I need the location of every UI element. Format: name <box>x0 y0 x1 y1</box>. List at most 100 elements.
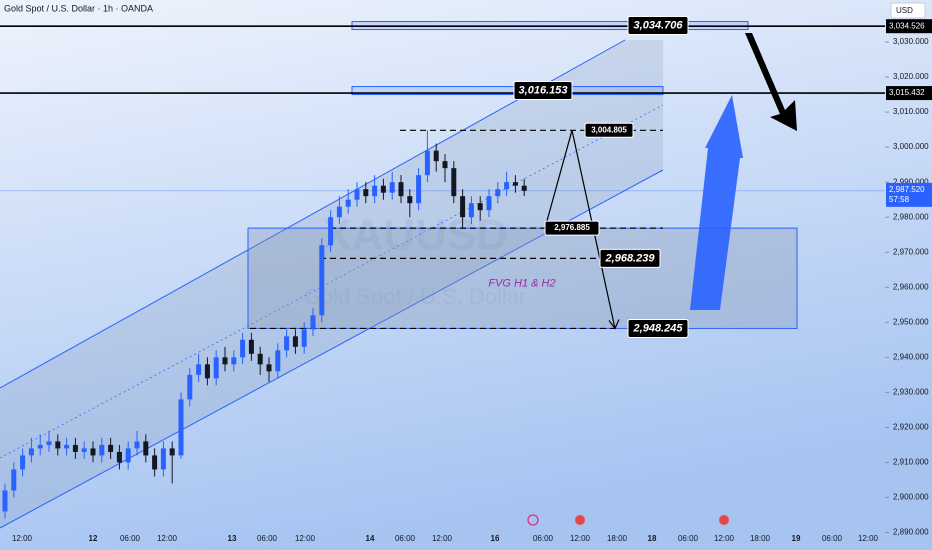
projection-arrowhead <box>608 319 620 330</box>
candle-body <box>345 199 351 207</box>
x-tick-label: 12:00 <box>432 534 453 543</box>
x-tick-label: 12:00 <box>157 534 178 543</box>
x-tick-label: 12:00 <box>858 534 879 543</box>
candle-body <box>424 150 430 176</box>
candle-body <box>521 185 527 191</box>
x-tick-label: 06:00 <box>257 534 278 543</box>
candle-body <box>328 217 334 246</box>
candle-body <box>99 444 105 456</box>
channel-mid <box>0 104 664 459</box>
candle-body <box>240 339 246 358</box>
candle-body <box>319 245 325 316</box>
y-tick-label: 2,920.000 <box>893 422 929 431</box>
level-label-box <box>599 248 661 268</box>
y-tick-label: 3,020.000 <box>893 72 929 81</box>
x-tick-label: 18:00 <box>750 534 771 543</box>
level-label: 2,948.245 <box>633 322 684 334</box>
level-label-box <box>627 16 689 36</box>
candle-body <box>292 336 298 347</box>
candle-body <box>134 441 140 449</box>
candle-body <box>477 203 483 211</box>
y-tick-label: 2,950.000 <box>893 317 929 326</box>
x-tick-label: 12:00 <box>570 534 591 543</box>
y-tick-label: 2,970.000 <box>893 247 929 256</box>
candle-body <box>363 189 369 197</box>
level-label-box <box>584 122 634 138</box>
currency[interactable]: USD <box>896 6 913 15</box>
watermark-symbol: XAUUSD <box>322 211 508 260</box>
bullish-arrow <box>690 95 743 310</box>
x-tick-label: 14 <box>366 534 375 543</box>
candle-body <box>451 168 457 197</box>
x-tick-label: 12:00 <box>295 534 316 543</box>
candle-body <box>257 353 263 365</box>
candle-body <box>81 448 87 452</box>
candle-body <box>442 161 448 169</box>
y-tick-label: 2,990.000 <box>893 177 929 186</box>
x-tick-label: 18:00 <box>607 534 628 543</box>
level-label: 2,976.885 <box>554 223 590 232</box>
candle-body <box>2 490 8 512</box>
level-label: 3,016.153 <box>519 84 568 96</box>
candle-body <box>72 444 78 452</box>
candle-body <box>266 364 272 372</box>
candle-body <box>275 350 281 372</box>
candle-body <box>37 444 43 449</box>
x-tick-label: 19 <box>792 534 801 543</box>
x-tick-label: 16 <box>491 534 500 543</box>
y-tick-label: 2,900.000 <box>893 493 929 502</box>
axis-price-label: 3,034.526 <box>889 21 925 30</box>
x-tick-label: 06:00 <box>120 534 141 543</box>
candle-body <box>143 441 149 456</box>
last-price-box <box>886 182 932 207</box>
event-icon[interactable] <box>575 515 585 525</box>
axis-price-box <box>886 19 932 34</box>
candle-body <box>433 150 439 162</box>
candle-body <box>222 357 228 365</box>
candle-body <box>354 189 360 200</box>
candle-body <box>372 185 378 197</box>
level-label-box <box>513 81 573 101</box>
candle-body <box>160 448 166 470</box>
candle-body <box>28 448 34 456</box>
candle-body <box>486 196 492 211</box>
currency-box[interactable] <box>890 2 926 19</box>
y-tick-label: 2,930.000 <box>893 387 929 396</box>
level-label-box <box>627 318 689 338</box>
axis-price-label: 3,015.432 <box>889 88 925 97</box>
x-tick-label: 12:00 <box>12 534 33 543</box>
x-tick-label: 13 <box>228 534 237 543</box>
candle-body <box>389 182 395 193</box>
candle-body <box>125 448 131 463</box>
watermark-name: Gold Spot / U.S. Dollar <box>304 284 527 309</box>
x-tick-label: 18 <box>648 534 657 543</box>
chart-title: Gold Spot / U.S. Dollar · 1h · OANDA <box>4 3 153 13</box>
candle-body <box>512 182 518 186</box>
y-tick-label: 2,960.000 <box>893 282 929 291</box>
event-icon[interactable] <box>719 515 729 525</box>
y-tick-label: 2,940.000 <box>893 352 929 361</box>
y-tick-label: 3,010.000 <box>893 107 929 116</box>
candle-body <box>301 329 307 347</box>
y-tick-label: 3,030.000 <box>893 37 929 46</box>
candle-body <box>116 451 122 463</box>
candle-body <box>152 455 158 470</box>
event-icon[interactable] <box>527 514 539 526</box>
candle-body <box>407 196 413 204</box>
target-box <box>351 86 664 96</box>
candle-body <box>11 469 17 491</box>
candle-body <box>460 196 466 218</box>
candle-body <box>64 444 70 449</box>
candle-body <box>416 175 422 204</box>
level-label: 3,004.805 <box>591 125 627 134</box>
candle-body <box>336 206 342 218</box>
candle-body <box>284 336 290 351</box>
candle-body <box>20 455 26 470</box>
y-tick-label: 2,910.000 <box>893 458 929 467</box>
candle-body <box>310 315 316 330</box>
y-tick-label: 2,890.000 <box>893 528 929 537</box>
candle-body <box>55 441 61 449</box>
candle-body <box>204 364 210 379</box>
candle-body <box>46 441 52 445</box>
